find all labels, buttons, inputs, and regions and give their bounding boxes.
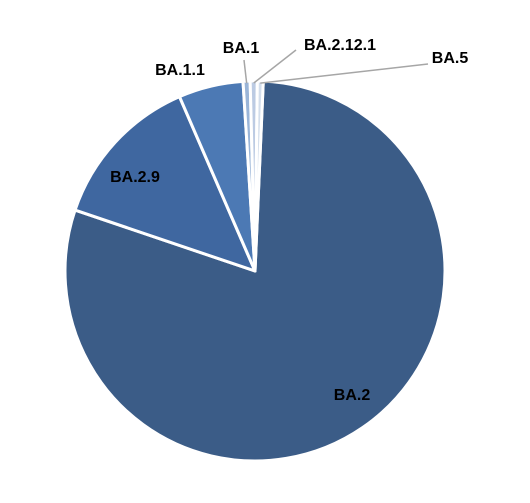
slice-label-ba-5: BA.5 bbox=[432, 50, 469, 67]
leader-line-ba-2-12-1 bbox=[253, 49, 297, 84]
leader-line-ba-1 bbox=[243, 59, 248, 84]
slice-label-ba-1-1: BA.1.1 bbox=[155, 62, 205, 79]
slice-label-ba-2-12-1: BA.2.12.1 bbox=[304, 37, 376, 54]
slice-label-ba-1: BA.1 bbox=[223, 40, 260, 57]
pie-slices bbox=[63, 79, 447, 463]
leader-line-ba-5 bbox=[260, 63, 429, 84]
slice-labels: BA.2 BA.2.9 BA.1.1 BA.1 BA.2.12.1 BA.5 bbox=[110, 37, 468, 404]
leader-lines bbox=[243, 49, 429, 84]
pie-slice-ba-2-9 bbox=[73, 95, 257, 273]
slice-label-ba-2-9: BA.2.9 bbox=[110, 169, 160, 186]
slice-label-ba-2: BA.2 bbox=[334, 387, 371, 404]
